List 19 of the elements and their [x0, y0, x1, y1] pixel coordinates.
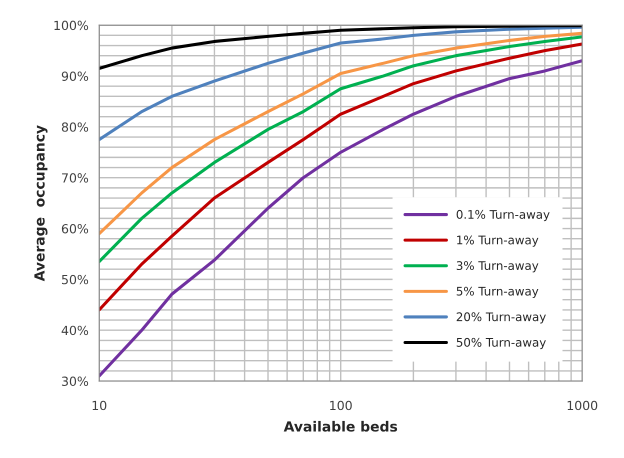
y-axis-title: Average occupancy: [34, 125, 48, 282]
y-tick-label: 60%: [62, 224, 88, 234]
legend-label: 50% Turn-away: [456, 338, 546, 350]
legend-label: 0.1% Turn-away: [456, 210, 550, 222]
legend-label: 20% Turn-away: [456, 312, 546, 324]
y-tick-label: 80%: [62, 122, 88, 132]
y-tick-label: 30%: [62, 376, 88, 386]
x-tick-label: 100: [330, 400, 352, 410]
y-tick-label: 40%: [62, 326, 88, 336]
x-axis-title: Available beds: [284, 420, 398, 432]
legend-label: 3% Turn-away: [456, 261, 538, 272]
y-tick-label: 100%: [54, 20, 88, 30]
x-tick-label: 1000: [568, 400, 598, 410]
legend-label: 5% Turn-away: [456, 286, 538, 298]
y-tick-label: 70%: [62, 173, 88, 183]
y-tick-label: 50%: [62, 274, 88, 284]
legend-label: 1% Turn-away: [457, 236, 538, 247]
y-tick-label: 90%: [62, 72, 88, 81]
x-tick-label: 10: [92, 400, 106, 410]
